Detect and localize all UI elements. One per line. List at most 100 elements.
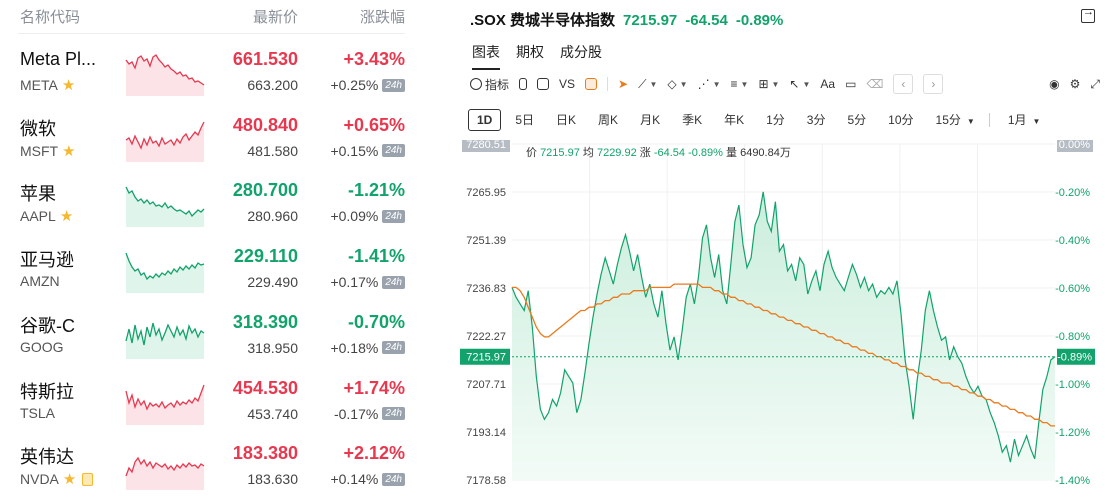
- stock-name: 苹果: [20, 184, 56, 205]
- measure-tool-button[interactable]: ⊞ ▼: [758, 77, 780, 91]
- watchlist-row[interactable]: Meta Pl... META ★ 661.530 663.200 +3.43% +0.25…: [0, 40, 420, 106]
- prev-button[interactable]: ‹: [893, 74, 914, 94]
- sparkline: [125, 121, 205, 162]
- star-icon[interactable]: ★: [62, 471, 77, 489]
- screenshot-button[interactable]: ◉: [1049, 77, 1059, 91]
- extended-change: +0.15% 24h: [330, 143, 405, 159]
- header-price[interactable]: 最新价: [252, 9, 298, 26]
- y-tick-label-left: 7193.14: [466, 427, 506, 439]
- sparkline-line: [125, 121, 205, 150]
- change-percent: -1.21%: [347, 180, 405, 201]
- badge-24h: 24h: [382, 472, 405, 486]
- arrow-tool-button[interactable]: ↖ ▼: [789, 77, 811, 91]
- chevron-right-icon: ›: [931, 77, 936, 91]
- cursor-button[interactable]: ➤: [618, 77, 628, 91]
- star-icon[interactable]: ★: [59, 208, 74, 226]
- vs-button[interactable]: VS: [559, 77, 576, 91]
- cursor-icon: ➤: [618, 77, 629, 91]
- y-tick-label-bg: [1057, 140, 1093, 152]
- text-tool-button[interactable]: Aa: [820, 77, 836, 91]
- period-1month-dropdown[interactable]: 1月 ▼: [1007, 113, 1041, 127]
- y-tick-label-right: -0.20%: [1055, 187, 1090, 199]
- stock-code: META ★: [20, 77, 76, 94]
- extended-price: 183.630: [247, 471, 298, 488]
- measure-icon: ⊞: [758, 77, 769, 91]
- last-pct-tag: -0.89%: [1057, 352, 1092, 364]
- y-tick-label-left: 7222.27: [466, 331, 506, 343]
- eraser-tool-button[interactable]: ⌫: [866, 77, 883, 91]
- comment-icon: ▭: [845, 77, 857, 91]
- fullscreen-button[interactable]: ⤢: [1090, 77, 1100, 92]
- sparkline-area: [126, 187, 204, 228]
- extended-price: 453.740: [247, 405, 298, 422]
- tab-options[interactable]: 期权: [516, 44, 544, 60]
- change-percent: +3.43%: [343, 49, 405, 69]
- period-1m[interactable]: 1分: [766, 113, 785, 127]
- next-button[interactable]: ›: [923, 74, 944, 94]
- last-price: 661.530: [232, 49, 298, 69]
- star-icon[interactable]: ★: [62, 142, 76, 160]
- y-tick-label-right: -1.20%: [1055, 427, 1090, 439]
- period-week-k[interactable]: 周K: [598, 113, 619, 127]
- watchlist-row[interactable]: 谷歌-C GOOG 318.390 318.950 -0.70% +0.18% 24h: [0, 303, 420, 369]
- fib-tool-button[interactable]: ≡ ▼: [730, 77, 749, 91]
- exit-fullscreen-icon[interactable]: [1081, 6, 1095, 23]
- expand-icon: ⤢: [1090, 76, 1100, 91]
- extended-price: 663.200: [247, 77, 298, 93]
- period-year-k[interactable]: 年K: [724, 113, 745, 127]
- y-tick-label-right: -0.80%: [1055, 331, 1090, 343]
- shape-tool-button[interactable]: ◇ ▼: [667, 77, 688, 91]
- period-1d[interactable]: 1D: [468, 108, 502, 131]
- period-5m[interactable]: 5分: [847, 113, 867, 127]
- period-day-k[interactable]: 日K: [556, 113, 577, 127]
- change-value: -64.54: [685, 12, 728, 29]
- settings-button[interactable]: ⚙: [1070, 77, 1081, 91]
- period-3m[interactable]: 3分: [806, 113, 826, 127]
- header-change[interactable]: 涨跌幅: [359, 9, 405, 26]
- y-tick-label-right: -1.00%: [1055, 379, 1090, 391]
- last-price: 480.840: [232, 114, 298, 135]
- sparkline-area: [126, 322, 204, 359]
- price-area: [512, 191, 1055, 481]
- watchlist-row[interactable]: 苹果 AAPL ★ 280.700 280.960 -1.21% +0.09% 24h: [0, 171, 420, 237]
- stock-code: MSFT ★: [20, 142, 76, 160]
- star-icon[interactable]: ★: [61, 77, 76, 94]
- document-icon[interactable]: [82, 472, 94, 486]
- tab-chart[interactable]: 图表: [472, 42, 500, 70]
- period-quarter-k[interactable]: 季K: [682, 113, 703, 127]
- watchlist-row[interactable]: 亚马逊 AMZN 229.110 229.490 -1.41% +0.17% 24h: [0, 237, 420, 303]
- comment-tool-button[interactable]: ▭: [845, 77, 856, 91]
- indicator-button[interactable]: 指标: [470, 76, 509, 93]
- watchlist-row[interactable]: 特斯拉 TSLA 454.530 453.740 +1.74% -0.17% 24h: [0, 369, 420, 435]
- extended-change: +0.25% 24h: [330, 77, 405, 93]
- header-divider: [18, 33, 405, 34]
- extended-price: 280.960: [247, 208, 298, 225]
- pattern-tool-button[interactable]: ⋰ ▼: [697, 77, 721, 91]
- period-month-k[interactable]: 月K: [640, 113, 661, 127]
- candle-type-button[interactable]: [519, 78, 528, 90]
- chart-panel: .SOX 费城半导体指数 7215.97 -64.54 -0.89% 图表 期权…: [460, 0, 1105, 500]
- price-line: [511, 191, 1056, 463]
- badge-24h: 24h: [382, 341, 405, 355]
- watchlist-row[interactable]: 英伟达 NVDA ★ 183.380 183.630 +2.12% +0.14% 24h: [0, 434, 420, 500]
- y-tick-label-left: 7178.58: [466, 475, 506, 487]
- watchlist-row[interactable]: 微软 MSFT ★ 480.840 481.580 +0.65% +0.15% 24h: [0, 106, 420, 172]
- extended-change: -0.17% 24h: [334, 406, 405, 422]
- y-tick-label-right: 0.00%: [1059, 140, 1090, 151]
- tab-constituents[interactable]: 成分股: [560, 44, 602, 60]
- intraday-chart[interactable]: 7280.51 7265.95 7251.39 7236.83 7222.27 7207.…: [460, 140, 1105, 500]
- draw-pen-button[interactable]: [585, 78, 598, 90]
- candlestick-icon: [519, 78, 528, 90]
- header-name-code[interactable]: 名称代码: [20, 9, 81, 26]
- period-15m-dropdown[interactable]: 15分 ▼: [935, 113, 975, 127]
- symbol-name: .SOX 费城半导体指数: [470, 12, 616, 29]
- change-percent: -0.70%: [347, 311, 405, 332]
- square-button[interactable]: [537, 78, 550, 90]
- extended-change: +0.14% 24h: [330, 471, 405, 487]
- period-5d[interactable]: 5日: [515, 113, 535, 127]
- line-tool-button[interactable]: ⟋ ▼: [638, 76, 658, 91]
- pen-icon: [585, 78, 598, 90]
- arrow-icon: ↖: [789, 77, 800, 91]
- y-tick-label-right: -0.60%: [1055, 283, 1090, 295]
- period-10m[interactable]: 10分: [888, 113, 914, 127]
